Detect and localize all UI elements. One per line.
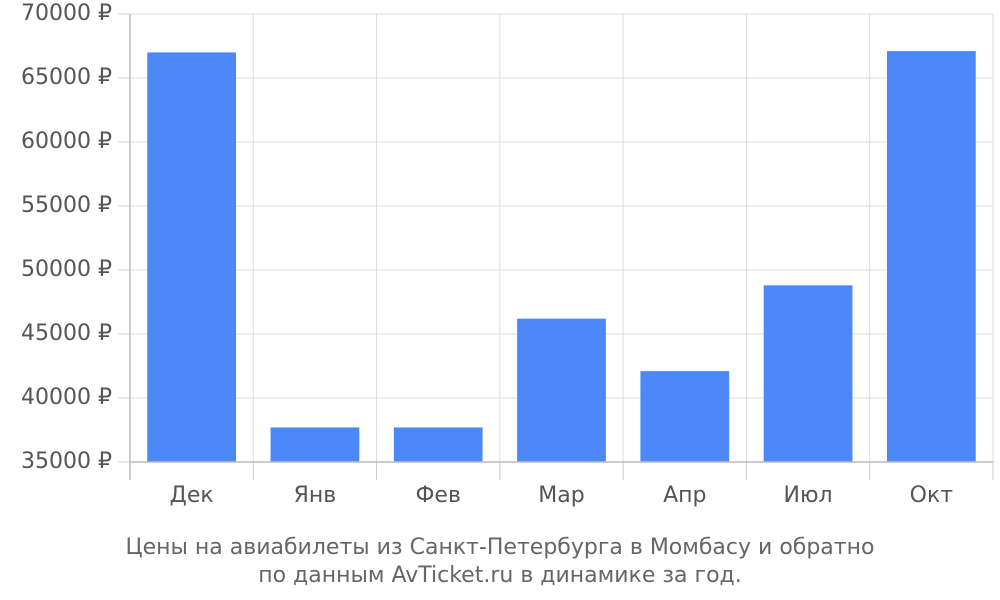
bar — [640, 371, 730, 462]
x-tick-label: Дек — [170, 483, 214, 508]
chart-subtitle: по данным AvTicket.ru в динамике за год. — [258, 563, 742, 588]
y-tick-label: 40000 ₽ — [21, 385, 112, 410]
x-tick-label: Апр — [663, 483, 706, 508]
y-tick-label: 55000 ₽ — [21, 193, 112, 218]
x-tick-label: Окт — [910, 483, 954, 508]
bar — [763, 285, 853, 462]
y-tick-label: 45000 ₽ — [21, 321, 112, 346]
chart-title: Цены на авиабилеты из Санкт-Петербурга в… — [126, 535, 875, 560]
x-tick-label: Мар — [538, 483, 584, 508]
bar — [393, 427, 483, 462]
bar — [147, 52, 237, 463]
y-tick-label: 50000 ₽ — [21, 257, 112, 282]
bar — [270, 427, 360, 462]
x-tick-label: Янв — [294, 483, 337, 508]
x-tick-label: Фев — [415, 483, 460, 508]
bar — [886, 51, 976, 463]
y-tick-label: 65000 ₽ — [21, 65, 112, 90]
bar — [517, 318, 606, 462]
y-tick-label: 70000 ₽ — [21, 1, 112, 26]
y-tick-label: 35000 ₽ — [21, 449, 112, 474]
x-tick-label: Июл — [784, 483, 833, 508]
y-tick-label: 60000 ₽ — [21, 129, 112, 154]
